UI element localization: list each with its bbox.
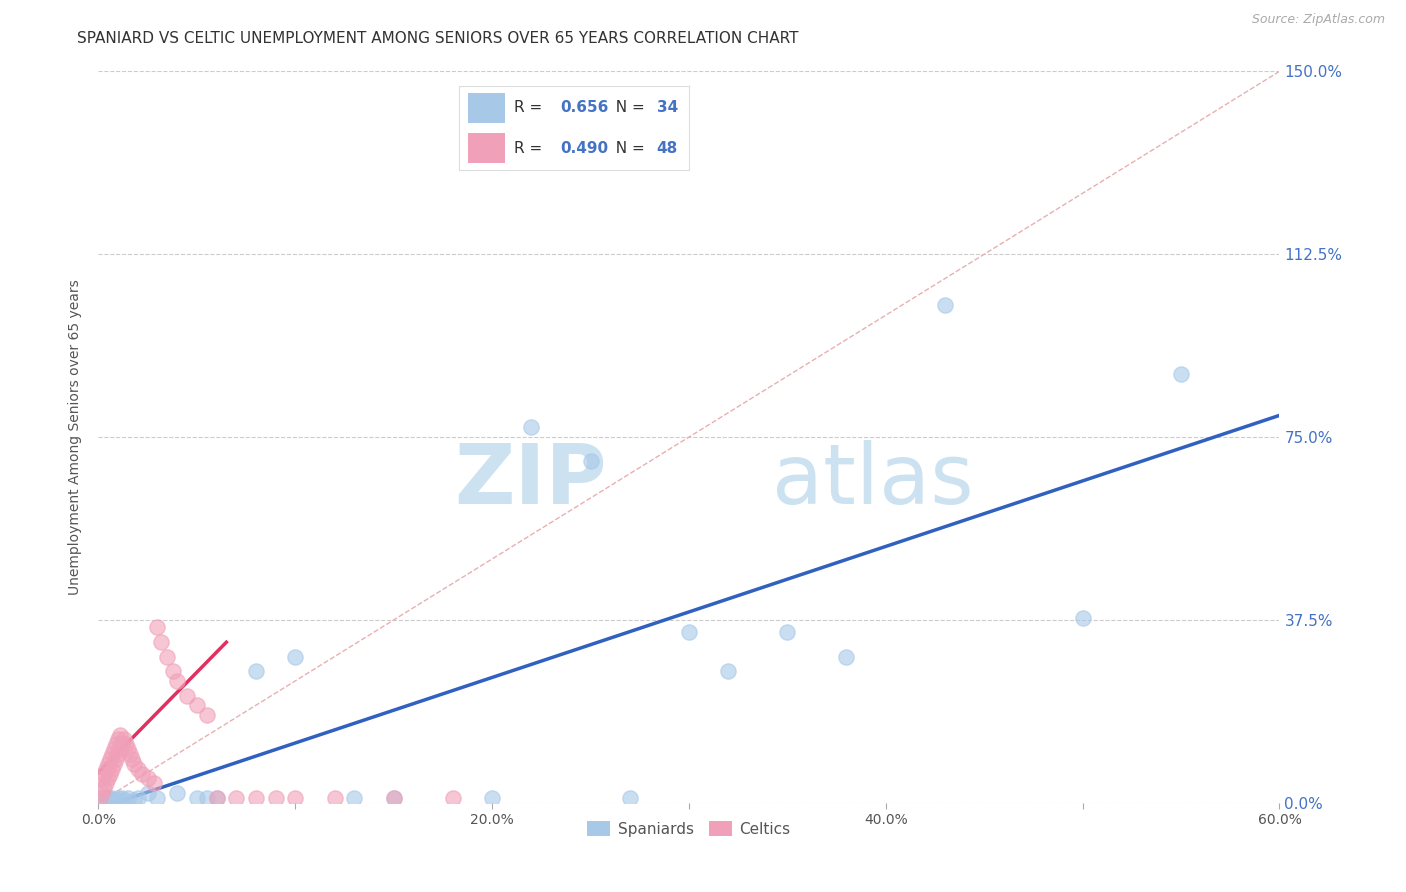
Text: Source: ZipAtlas.com: Source: ZipAtlas.com — [1251, 13, 1385, 27]
Y-axis label: Unemployment Among Seniors over 65 years: Unemployment Among Seniors over 65 years — [69, 279, 83, 595]
Text: atlas: atlas — [772, 441, 973, 522]
Legend: Spaniards, Celtics: Spaniards, Celtics — [581, 814, 797, 843]
Text: ZIP: ZIP — [454, 441, 606, 522]
Text: SPANIARD VS CELTIC UNEMPLOYMENT AMONG SENIORS OVER 65 YEARS CORRELATION CHART: SPANIARD VS CELTIC UNEMPLOYMENT AMONG SE… — [77, 31, 799, 46]
